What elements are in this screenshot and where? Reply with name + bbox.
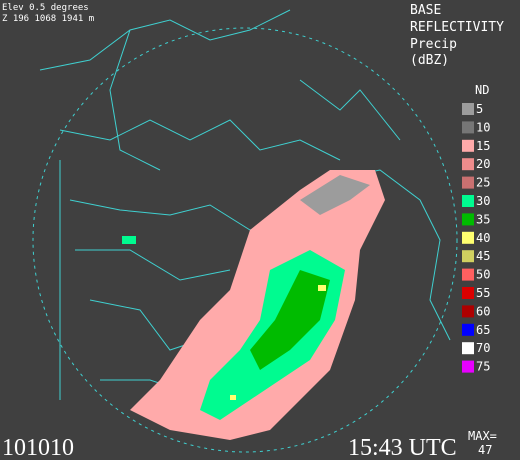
legend-swatch [462,139,474,152]
legend-label: 60 [476,304,490,318]
legend-label: 25 [476,176,490,190]
legend-swatch [462,103,474,115]
max-label: MAX= [468,429,497,443]
legend-swatch [462,250,474,263]
legend-swatch [462,195,474,207]
legend-label: 55 [476,286,490,300]
echo-light [130,170,385,440]
legend-swatch [462,323,474,336]
legend-nd: ND [475,83,489,97]
legend-label: 5 [476,102,483,116]
site-info: Z 196 1068 1941 m [2,14,94,24]
legend-label: 50 [476,268,490,282]
legend-label: 65 [476,323,490,337]
legend-label: 70 [476,341,490,355]
time: 15:43 UTC [348,435,457,460]
legend: 5 10 15 20 25 30 35 40 45 50 55 60 65 70 75 [462,102,490,374]
echo-peak [318,285,326,291]
legend-label: 10 [476,120,490,134]
legend-label: 35 [476,212,490,226]
product-line: REFLECTIVITY [410,20,504,35]
legend-swatch [462,342,474,355]
elevation: Elev 0.5 degrees [2,3,89,13]
product-line: BASE [410,3,441,18]
legend-swatch [462,121,474,134]
echo-peak [230,395,236,400]
legend-swatch [462,213,474,226]
legend-label: 15 [476,139,490,153]
legend-swatch [462,176,474,189]
date: 101010 [2,435,74,460]
legend-swatch [462,305,474,318]
range-ring [32,27,458,453]
legend-label: 75 [476,360,490,374]
legend-swatch [462,268,474,281]
legend-swatch [462,231,474,244]
legend-swatch [462,360,474,373]
echo-strong [250,270,330,370]
legend-swatch [462,287,474,299]
legend-label: 45 [476,249,490,263]
product-line: (dBZ) [410,53,449,68]
echo-small [122,236,136,244]
echo-faint [300,175,370,215]
product-line: Precip [410,37,457,52]
legend-label: 40 [476,231,490,245]
echoes [122,170,385,440]
legend-swatch [462,158,474,171]
map-lines [39,9,451,401]
max-value: 47 [478,443,492,457]
legend-label: 30 [476,194,490,208]
legend-label: 20 [476,157,490,171]
